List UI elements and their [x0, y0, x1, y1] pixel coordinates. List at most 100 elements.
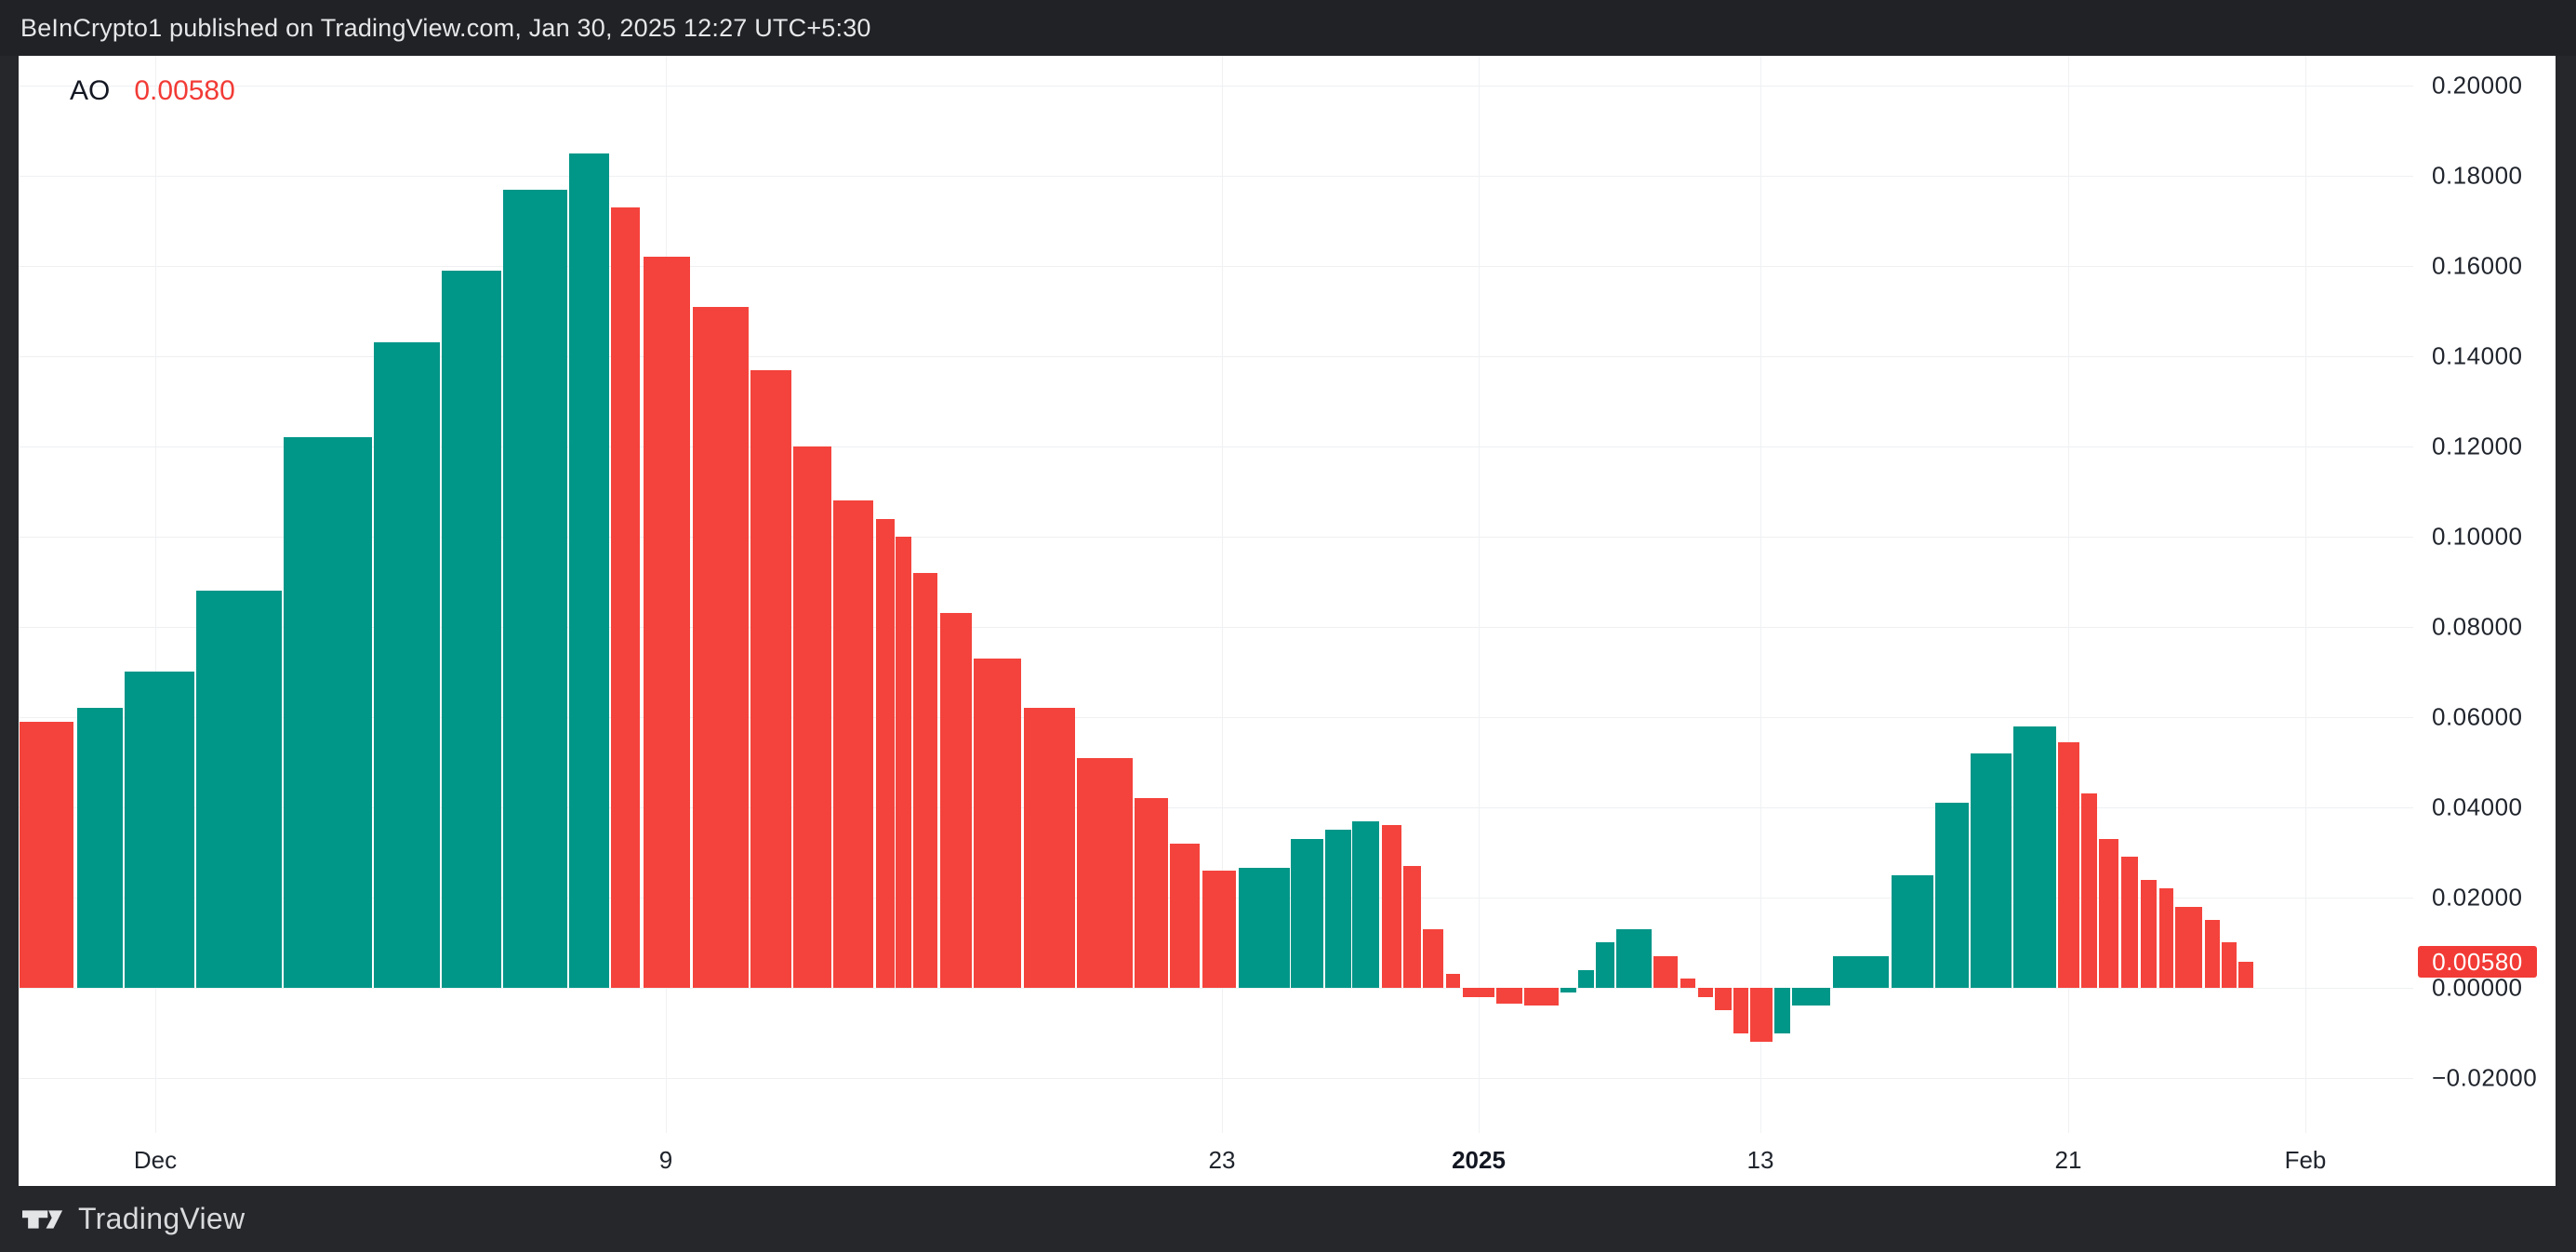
gridline-h — [19, 807, 2413, 808]
ao-bar[interactable] — [1733, 988, 1748, 1033]
ao-bar[interactable] — [896, 537, 911, 988]
last-value-badge: 0.00580 — [2418, 946, 2537, 978]
y-axis-label: 0.08000 — [2432, 612, 2523, 641]
ao-bar[interactable] — [611, 207, 640, 988]
price-scale[interactable]: 0.20000 0.18000 0.16000 0.14000 0.12000 0.100… — [2416, 56, 2556, 1133]
ao-bar[interactable] — [284, 437, 372, 988]
gridline-h — [19, 627, 2413, 628]
indicator-legend[interactable]: AO 0.00580 — [70, 74, 235, 108]
gridline-v — [1222, 56, 1223, 1133]
ao-bar[interactable] — [2058, 742, 2079, 988]
ao-bar[interactable] — [1024, 708, 1075, 988]
gridline-h — [19, 86, 2413, 87]
y-axis-label: 0.12000 — [2432, 432, 2523, 460]
x-axis-label: 13 — [1746, 1146, 1774, 1174]
ao-bar[interactable] — [374, 342, 440, 988]
ao-bar[interactable] — [1971, 753, 2012, 988]
attribution-bar: BeInCrypto1 published on TradingView.com… — [0, 0, 2576, 56]
tradingview-logo-icon — [22, 1209, 63, 1229]
ao-bar[interactable] — [1382, 825, 1401, 988]
ao-bar[interactable] — [876, 519, 895, 988]
ao-bar[interactable] — [1774, 988, 1790, 1033]
ao-bar[interactable] — [2175, 907, 2202, 988]
ao-bar[interactable] — [1698, 988, 1713, 997]
ao-bar[interactable] — [2121, 857, 2138, 988]
tradingview-brand-text: TradingView — [78, 1202, 246, 1235]
indicator-value: 0.00580 — [134, 75, 235, 106]
ao-bar[interactable] — [1291, 839, 1323, 988]
ao-bar[interactable] — [1715, 988, 1732, 1010]
ao-bar[interactable] — [644, 257, 690, 988]
x-axis-label: Feb — [2284, 1146, 2327, 1174]
ao-bar[interactable] — [442, 271, 501, 988]
ao-bar[interactable] — [2081, 793, 2097, 988]
gridline-h — [19, 176, 2413, 177]
ao-bar[interactable] — [2013, 726, 2056, 988]
ao-bar[interactable] — [1653, 956, 1678, 988]
ao-bar[interactable] — [1560, 988, 1576, 992]
gridline-v — [2305, 56, 2306, 1133]
ao-bar[interactable] — [1403, 866, 1421, 988]
attribution-text: BeInCrypto1 published on TradingView.com… — [20, 13, 871, 42]
gridline-h — [19, 356, 2413, 357]
ao-bar[interactable] — [1892, 875, 1933, 988]
ao-bar[interactable] — [2159, 888, 2173, 988]
ao-bar[interactable] — [2238, 962, 2253, 988]
ao-bar[interactable] — [1524, 988, 1559, 1006]
ao-bar[interactable] — [793, 446, 831, 988]
gridline-h — [19, 266, 2413, 267]
ao-bar[interactable] — [125, 672, 194, 988]
ao-bar[interactable] — [1616, 929, 1652, 988]
ao-bar[interactable] — [1750, 988, 1773, 1042]
y-axis-label: 0.00000 — [2432, 973, 2523, 1002]
ao-bar[interactable] — [2222, 942, 2237, 988]
gridline-h — [19, 446, 2413, 447]
ao-bar[interactable] — [1352, 821, 1379, 988]
ao-bar[interactable] — [1135, 798, 1168, 988]
ao-bar[interactable] — [1680, 979, 1695, 988]
ao-bar[interactable] — [1239, 868, 1290, 988]
ao-bar[interactable] — [1792, 988, 1830, 1006]
gridline-h — [19, 537, 2413, 538]
ao-bar[interactable] — [196, 591, 282, 988]
ao-bar[interactable] — [1446, 974, 1460, 988]
ao-bar[interactable] — [1202, 871, 1236, 988]
ao-bar[interactable] — [750, 370, 791, 988]
y-axis-label: 0.10000 — [2432, 522, 2523, 551]
ao-bar[interactable] — [2205, 920, 2220, 988]
ao-bar[interactable] — [693, 307, 749, 988]
x-axis-label: 9 — [658, 1146, 673, 1174]
ao-bar[interactable] — [1077, 758, 1133, 988]
time-scale[interactable]: Dec 9 23 2025 13 21 Feb — [19, 1133, 2413, 1186]
plot-area[interactable] — [19, 56, 2413, 1133]
y-axis-label: 0.16000 — [2432, 251, 2523, 280]
ao-bar[interactable] — [2141, 880, 2157, 988]
ao-bar[interactable] — [569, 153, 609, 988]
footer-bar: TradingView — [0, 1186, 2576, 1252]
ao-bar[interactable] — [1833, 956, 1889, 988]
ao-bar[interactable] — [503, 190, 567, 988]
gridline-v — [1479, 56, 1480, 1133]
ao-bar[interactable] — [1496, 988, 1522, 1004]
ao-bar[interactable] — [77, 708, 123, 988]
ao-bar[interactable] — [20, 722, 73, 988]
ao-bar[interactable] — [1596, 942, 1614, 988]
y-axis-label: 0.14000 — [2432, 341, 2523, 370]
ao-bar[interactable] — [1578, 970, 1594, 988]
ao-bar[interactable] — [940, 613, 972, 988]
ao-bar[interactable] — [974, 659, 1021, 988]
ao-bar[interactable] — [1463, 988, 1494, 997]
ao-bar[interactable] — [1935, 803, 1969, 988]
ao-bar[interactable] — [2099, 839, 2118, 988]
ao-bar[interactable] — [1170, 844, 1200, 988]
ao-bar[interactable] — [1423, 929, 1443, 988]
ao-bar[interactable] — [913, 573, 937, 988]
gridline-h — [19, 717, 2413, 718]
y-axis-label: 0.18000 — [2432, 161, 2523, 190]
y-axis-label: −0.02000 — [2432, 1063, 2538, 1092]
ao-bar[interactable] — [1325, 830, 1351, 988]
y-axis-label: 0.02000 — [2432, 883, 2523, 912]
tradingview-link[interactable]: TradingView — [0, 1202, 245, 1236]
ao-bar[interactable] — [833, 500, 873, 988]
